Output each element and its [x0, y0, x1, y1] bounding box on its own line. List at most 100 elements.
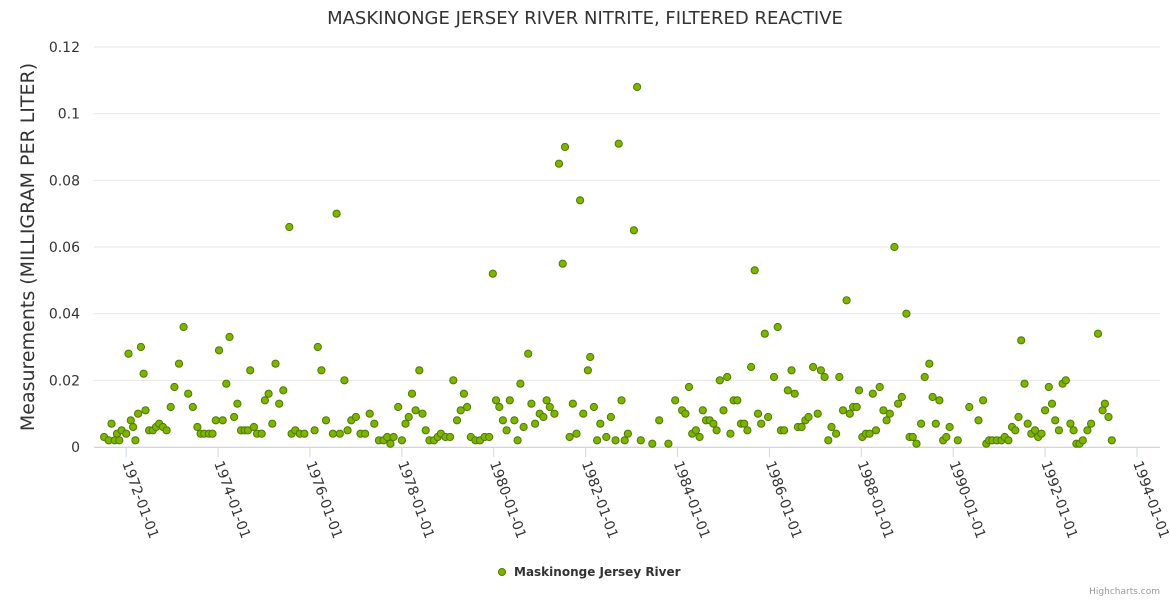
data-point[interactable]	[885, 409, 894, 418]
data-point[interactable]	[115, 436, 124, 445]
data-point[interactable]	[681, 409, 690, 418]
data-point[interactable]	[854, 386, 864, 395]
data-point[interactable]	[813, 409, 822, 418]
data-point[interactable]	[340, 376, 349, 385]
data-point[interactable]	[1100, 399, 1110, 408]
data-point[interactable]	[404, 412, 413, 422]
data-point[interactable]	[539, 412, 548, 422]
data-point[interactable]	[1017, 336, 1026, 345]
data-point[interactable]	[188, 402, 197, 412]
data-point[interactable]	[285, 222, 294, 232]
data-point[interactable]	[193, 422, 202, 432]
data-point[interactable]	[769, 372, 779, 382]
data-point[interactable]	[723, 372, 732, 382]
data-point[interactable]	[488, 269, 497, 278]
data-point[interactable]	[931, 419, 940, 428]
data-point[interactable]	[124, 349, 133, 358]
data-point[interactable]	[809, 362, 818, 372]
data-point[interactable]	[1047, 399, 1057, 408]
data-point[interactable]	[953, 436, 962, 445]
data-point[interactable]	[1011, 426, 1020, 435]
data-point[interactable]	[572, 429, 581, 438]
data-point[interactable]	[545, 402, 554, 412]
data-point[interactable]	[579, 409, 588, 418]
data-point[interactable]	[129, 422, 138, 432]
data-point[interactable]	[513, 436, 522, 445]
data-point[interactable]	[510, 416, 519, 425]
data-point[interactable]	[446, 432, 455, 442]
data-point[interactable]	[1051, 416, 1060, 425]
data-point[interactable]	[726, 429, 735, 438]
data-point[interactable]	[928, 392, 937, 402]
data-point[interactable]	[623, 429, 633, 438]
data-point[interactable]	[695, 432, 704, 442]
data-point[interactable]	[611, 436, 620, 445]
data-point[interactable]	[565, 432, 574, 442]
data-point[interactable]	[979, 396, 988, 405]
data-point[interactable]	[1023, 419, 1032, 428]
data-point[interactable]	[335, 429, 344, 438]
data-point[interactable]	[871, 426, 881, 435]
data-point[interactable]	[691, 426, 701, 435]
data-point[interactable]	[554, 159, 564, 168]
data-point[interactable]	[974, 416, 983, 425]
data-point[interactable]	[845, 409, 854, 418]
data-point[interactable]	[617, 396, 626, 405]
data-point[interactable]	[835, 372, 844, 382]
data-point[interactable]	[389, 432, 398, 442]
data-point[interactable]	[527, 399, 536, 408]
data-point[interactable]	[902, 309, 911, 318]
data-point[interactable]	[463, 402, 472, 412]
data-point[interactable]	[550, 409, 559, 418]
data-point[interactable]	[882, 416, 891, 425]
data-point[interactable]	[516, 379, 525, 388]
data-point[interactable]	[715, 376, 724, 385]
legend-marker-icon[interactable]	[498, 568, 506, 576]
data-point[interactable]	[743, 426, 752, 435]
data-point[interactable]	[271, 359, 280, 368]
data-point[interactable]	[174, 359, 184, 368]
data-point[interactable]	[920, 372, 929, 382]
data-point[interactable]	[485, 432, 494, 442]
data-point[interactable]	[648, 439, 657, 448]
data-point[interactable]	[757, 419, 766, 428]
data-point[interactable]	[912, 439, 921, 448]
data-point[interactable]	[361, 429, 370, 438]
data-point[interactable]	[456, 406, 465, 415]
data-point[interactable]	[655, 416, 664, 425]
data-point[interactable]	[753, 409, 763, 418]
data-point[interactable]	[502, 426, 511, 435]
data-point[interactable]	[397, 436, 406, 445]
data-point[interactable]	[524, 349, 533, 358]
data-point[interactable]	[313, 342, 322, 352]
data-point[interactable]	[636, 436, 645, 445]
data-point[interactable]	[764, 412, 773, 422]
data-point[interactable]	[415, 366, 424, 375]
data-point[interactable]	[614, 139, 623, 148]
data-point[interactable]	[452, 416, 462, 425]
data-point[interactable]	[917, 419, 926, 428]
data-point[interactable]	[1083, 426, 1092, 435]
data-point[interactable]	[268, 419, 277, 428]
data-point[interactable]	[343, 426, 352, 435]
data-point[interactable]	[576, 196, 585, 205]
data-point[interactable]	[141, 406, 150, 415]
data-point[interactable]	[560, 142, 570, 152]
data-point[interactable]	[1004, 436, 1013, 445]
data-point[interactable]	[596, 419, 605, 428]
data-point[interactable]	[671, 396, 680, 405]
data-point[interactable]	[122, 429, 131, 438]
data-point[interactable]	[760, 329, 769, 338]
data-point[interactable]	[1044, 382, 1053, 392]
data-point[interactable]	[233, 399, 242, 408]
data-point[interactable]	[214, 346, 224, 355]
data-point[interactable]	[633, 82, 642, 92]
data-point[interactable]	[351, 412, 360, 422]
data-point[interactable]	[139, 369, 148, 378]
data-point[interactable]	[620, 436, 629, 445]
data-point[interactable]	[208, 429, 217, 438]
data-point[interactable]	[249, 422, 258, 432]
data-point[interactable]	[852, 402, 861, 412]
data-point[interactable]	[935, 396, 944, 405]
data-point[interactable]	[166, 402, 175, 412]
